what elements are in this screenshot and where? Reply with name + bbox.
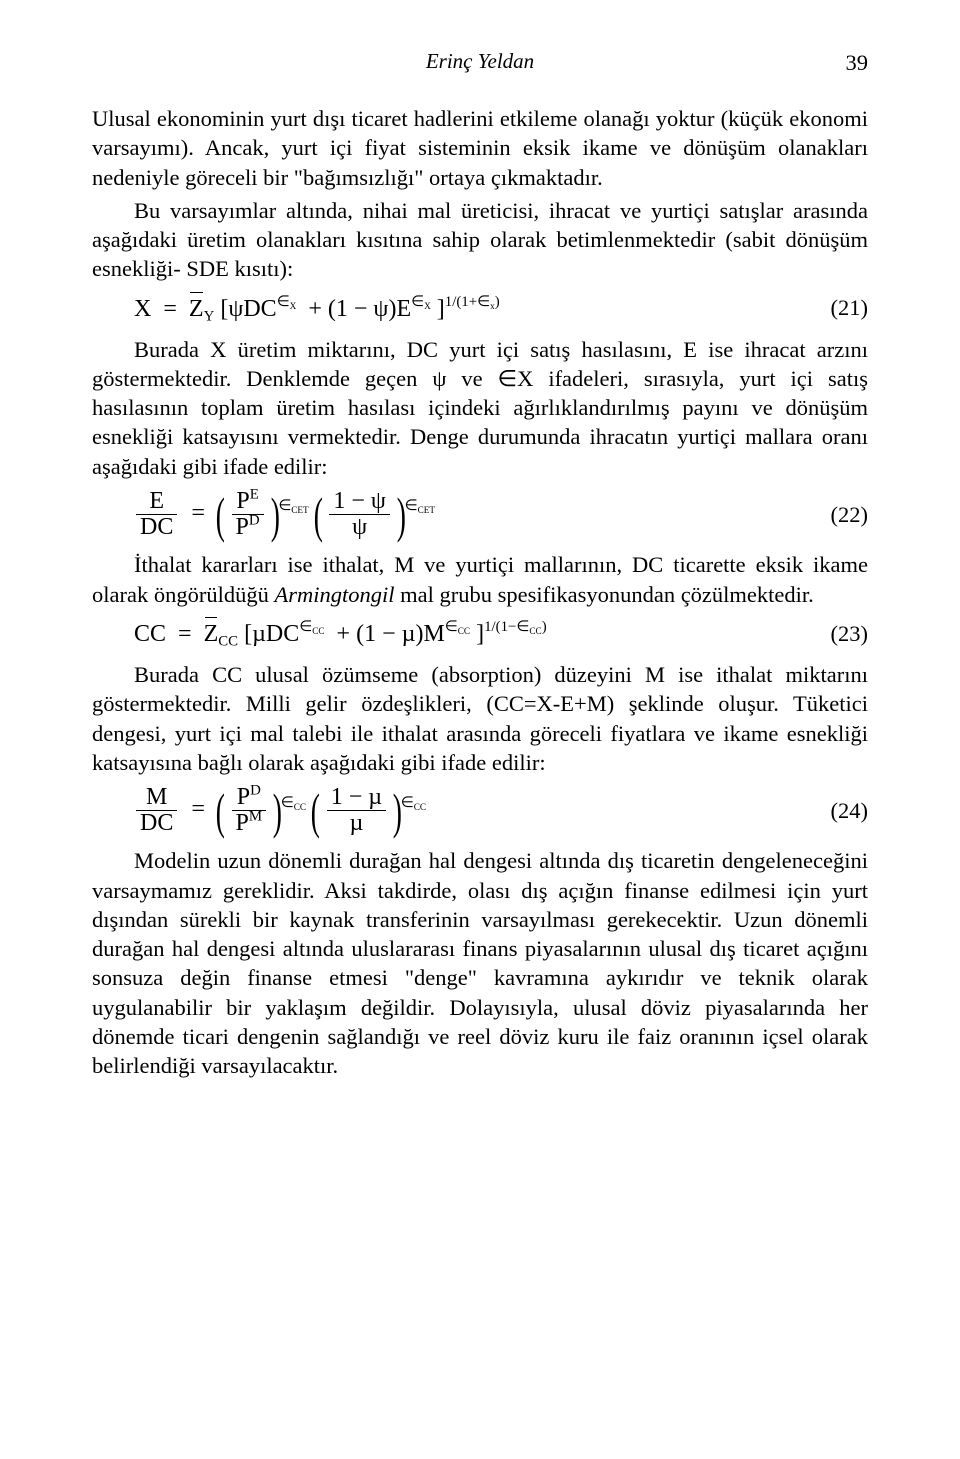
header-author: Erinç Yeldan bbox=[426, 48, 534, 75]
equation-23-body: CC = ZCC [µDC∈CC + (1 − µ)M∈CC ]1/(1−∈CC… bbox=[92, 617, 798, 650]
equation-21-number: (21) bbox=[798, 293, 868, 322]
equation-23: CC = ZCC [µDC∈CC + (1 − µ)M∈CC ]1/(1−∈CC… bbox=[92, 617, 868, 650]
equation-24-body: M DC = ( PD PM )∈CC ( 1 − µ µ )∈CC bbox=[92, 785, 798, 836]
paragraph-3: Burada X üretim miktarını, DC yurt içi s… bbox=[92, 335, 868, 481]
paragraph-1: Ulusal ekonominin yurt dışı ticaret hadl… bbox=[92, 104, 868, 192]
page-root: Erinç Yeldan 39 Ulusal ekonominin yurt d… bbox=[0, 0, 960, 1144]
equation-22-body: E DC = ( PE PD )∈CET ( 1 − ψ ψ )∈CET bbox=[92, 489, 798, 540]
paragraph-2: Bu varsayımlar altında, nihai mal üretic… bbox=[92, 196, 868, 284]
equation-21-body: X = ZY [ψDC∈X + (1 − ψ)E∈X ]1/(1+∈x) bbox=[92, 292, 798, 325]
paragraph-4: İthalat kararları ise ithalat, M ve yurt… bbox=[92, 550, 868, 609]
paragraph-4b: mal grubu spesifikasyonundan çözülmekted… bbox=[394, 582, 813, 607]
paragraph-6: Modelin uzun dönemli durağan hal dengesi… bbox=[92, 846, 868, 1080]
equation-24: M DC = ( PD PM )∈CC ( 1 − µ µ )∈CC (24) bbox=[92, 785, 868, 836]
paragraph-5: Burada CC ulusal özümseme (absorption) d… bbox=[92, 660, 868, 777]
equation-23-number: (23) bbox=[798, 619, 868, 648]
page-header: Erinç Yeldan 39 bbox=[92, 48, 868, 78]
equation-24-number: (24) bbox=[798, 796, 868, 825]
armington-term: Armingtongil bbox=[274, 582, 394, 607]
equation-22: E DC = ( PE PD )∈CET ( 1 − ψ ψ )∈CET (22… bbox=[92, 489, 868, 540]
header-page-number: 39 bbox=[846, 48, 869, 77]
equation-21: X = ZY [ψDC∈X + (1 − ψ)E∈X ]1/(1+∈x) (21… bbox=[92, 292, 868, 325]
equation-22-number: (22) bbox=[798, 500, 868, 529]
